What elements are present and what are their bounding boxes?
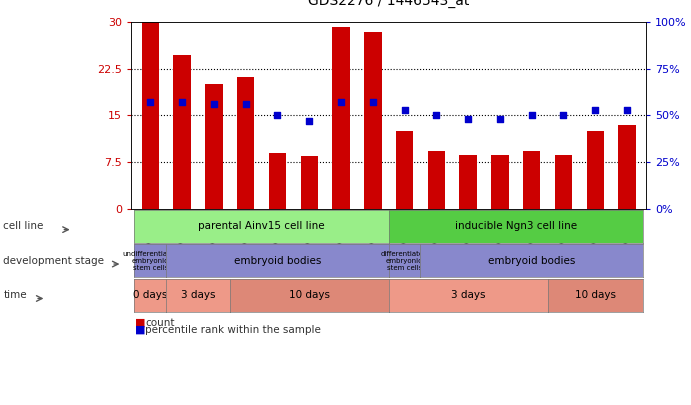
Point	[240, 101, 252, 107]
Bar	[460, 155, 477, 209]
Bar	[587, 131, 604, 209]
Text: percentile rank within the sample: percentile rank within the sample	[145, 325, 321, 335]
Point	[272, 112, 283, 119]
Point	[494, 116, 505, 122]
Bar	[491, 155, 509, 209]
Text: development stage: development stage	[3, 256, 104, 266]
Point	[589, 107, 600, 113]
Point	[526, 112, 537, 119]
Text: embryoid bodies: embryoid bodies	[234, 256, 321, 266]
Text: time: time	[3, 290, 27, 300]
Bar	[523, 151, 540, 209]
Point	[368, 99, 379, 106]
Point	[209, 101, 220, 107]
Text: parental Ainv15 cell line: parental Ainv15 cell line	[198, 222, 325, 231]
Bar	[364, 32, 381, 209]
Bar	[332, 27, 350, 209]
Text: ■: ■	[135, 325, 145, 335]
Bar	[173, 55, 191, 209]
Bar	[428, 151, 445, 209]
Text: GDS2276 / 1446543_at: GDS2276 / 1446543_at	[308, 0, 469, 8]
Text: ■: ■	[135, 318, 145, 328]
Point	[558, 112, 569, 119]
Point	[399, 107, 410, 113]
Point	[621, 107, 632, 113]
Bar	[555, 155, 572, 209]
Bar	[269, 153, 286, 209]
Text: count: count	[145, 318, 175, 328]
Bar	[205, 84, 223, 209]
Point	[336, 99, 347, 106]
Text: inducible Ngn3 cell line: inducible Ngn3 cell line	[455, 222, 577, 231]
Text: cell line: cell line	[3, 222, 44, 231]
Point	[304, 118, 315, 124]
Text: undifferentiated
embryonic
stem cells: undifferentiated embryonic stem cells	[122, 251, 178, 271]
Bar	[618, 125, 636, 209]
Text: embryoid bodies: embryoid bodies	[488, 256, 576, 266]
Point	[145, 99, 156, 106]
Text: 10 days: 10 days	[289, 290, 330, 300]
Text: 10 days: 10 days	[575, 290, 616, 300]
Point	[462, 116, 473, 122]
Text: differentiated
embryonic
stem cells: differentiated embryonic stem cells	[381, 251, 428, 271]
Point	[177, 99, 188, 106]
Bar	[237, 77, 254, 209]
Text: 3 days: 3 days	[181, 290, 216, 300]
Bar	[396, 131, 413, 209]
Text: 3 days: 3 days	[451, 290, 485, 300]
Bar	[142, 22, 159, 209]
Bar	[301, 156, 318, 209]
Text: 0 days: 0 days	[133, 290, 167, 300]
Point	[430, 112, 442, 119]
